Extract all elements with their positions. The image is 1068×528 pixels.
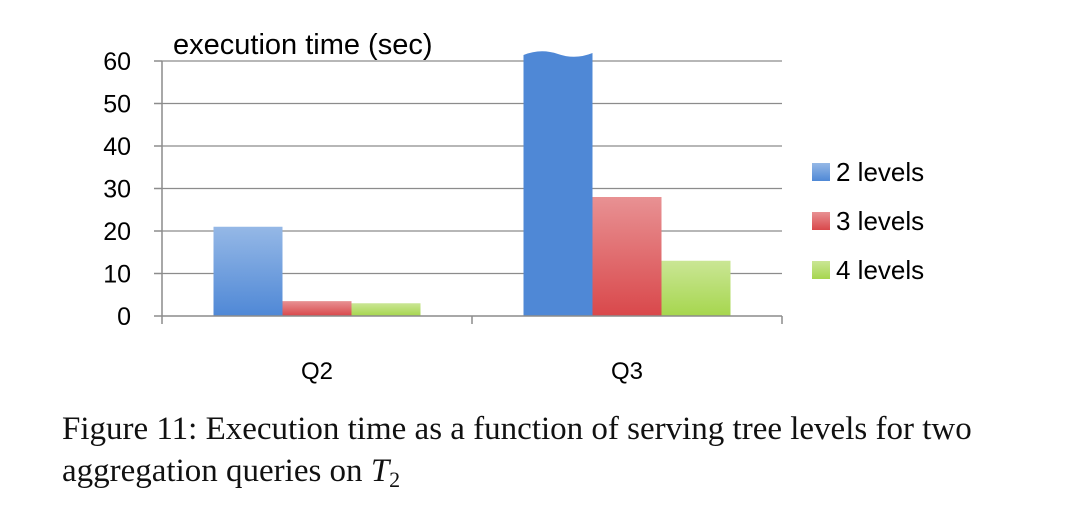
x-tick-label: Q3 — [611, 358, 643, 385]
bar-q3-4-levels — [661, 260, 731, 316]
bars — [213, 51, 731, 316]
y-tick-label: 0 — [117, 303, 131, 331]
legend-swatch — [812, 163, 830, 181]
bar-q3-2-levels — [523, 51, 593, 316]
legend-label: 4 levels — [836, 255, 924, 285]
y-tick-label: 10 — [103, 261, 131, 289]
y-tick-label: 30 — [103, 176, 131, 204]
caption-variable: T — [370, 453, 390, 489]
legend-swatch — [812, 212, 830, 230]
y-tick-label: 20 — [103, 218, 131, 246]
bar-q2-4-levels — [351, 303, 421, 316]
caption-subscript: 2 — [389, 467, 401, 492]
legend-label: 3 levels — [836, 206, 924, 236]
x-tick-label: Q2 — [301, 358, 333, 385]
axes — [154, 60, 783, 324]
bar-q2-2-levels — [213, 226, 283, 316]
y-tick-label: 50 — [103, 91, 131, 119]
y-tick-label: 40 — [103, 133, 131, 161]
bar-chart: 0 10 20 30 40 50 60 Q2 Q3 2 levels 3 levels 4 lev… — [103, 29, 924, 385]
y-tick-label: 60 — [103, 48, 131, 76]
legend-swatch — [812, 261, 830, 279]
bar-q2-3-levels — [282, 301, 352, 316]
legend-label: 2 levels — [836, 157, 924, 187]
y-tick-labels: 0 10 20 30 40 50 60 — [103, 48, 131, 331]
caption-text: Figure 11: Execution time as a function … — [62, 411, 972, 489]
figure-caption: Figure 11: Execution time as a function … — [62, 408, 1052, 501]
y-axis-label: execution time (sec) — [173, 29, 433, 61]
x-tick-labels: Q2 Q3 — [301, 358, 643, 385]
bar-q3-3-levels — [592, 197, 662, 316]
legend: 2 levels 3 levels 4 levels — [812, 157, 924, 285]
